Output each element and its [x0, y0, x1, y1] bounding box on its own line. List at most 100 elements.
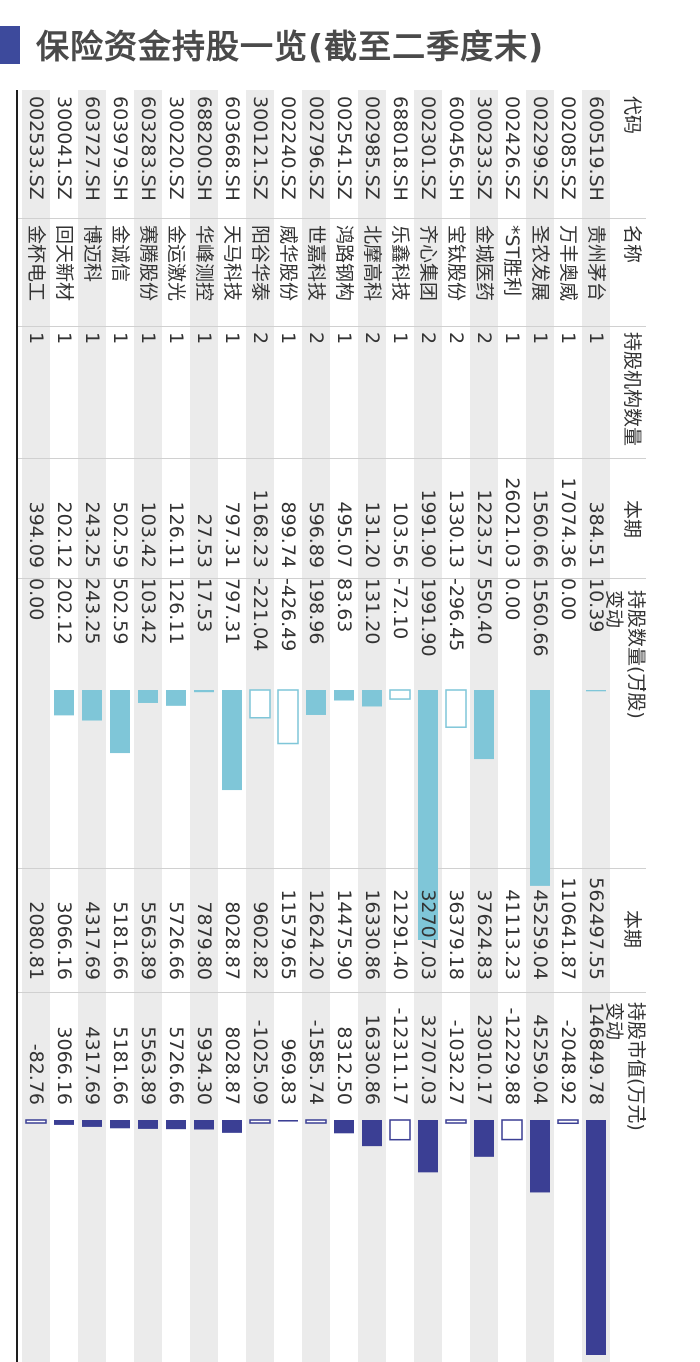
shares-change-bar [362, 690, 382, 707]
value-change: 5934.30 [193, 1026, 215, 1105]
institution-count: 2 [305, 332, 327, 345]
shares-change: 198.96 [305, 578, 327, 645]
shares-current: 126.11 [165, 501, 187, 568]
institution-count: 2 [417, 332, 439, 345]
stock-name: 金城医药 [473, 225, 495, 302]
stock-code: 688200.SH [193, 96, 215, 201]
value-change-bar [334, 1120, 354, 1134]
stock-name: 鸿路钢构 [333, 225, 355, 302]
value-change-bar [54, 1120, 74, 1125]
stock-name: 博迈科 [81, 225, 103, 283]
shares-current: 202.12 [53, 501, 75, 568]
stock-code: 300233.SZ [473, 96, 495, 200]
value-change: -1585.74 [305, 1019, 327, 1105]
shares-current: 103.56 [389, 501, 411, 568]
value-change-bar [194, 1120, 214, 1130]
title-accent-bar [0, 26, 20, 64]
shares-current: 1560.66 [529, 489, 551, 568]
institution-count: 1 [165, 332, 187, 345]
value-change: 5563.89 [137, 1026, 159, 1105]
value-current: 11579.65 [277, 889, 299, 980]
stock-name: 华峰测控 [193, 225, 215, 302]
stock-code: 603283.SH [137, 96, 159, 201]
shares-current: 17074.36 [557, 477, 579, 568]
stock-code: 300121.SZ [249, 96, 271, 200]
shares-change-bar [389, 689, 411, 700]
shares-change-bar [82, 690, 102, 721]
shares-change: -296.45 [445, 578, 467, 652]
shares-current: 394.09 [25, 501, 47, 568]
stock-code: 002299.SZ [529, 96, 551, 200]
value-change: -2048.92 [557, 1019, 579, 1105]
value-current: 9602.82 [249, 901, 271, 980]
stock-code: 603727.SH [81, 96, 103, 201]
shares-current: 243.25 [81, 501, 103, 568]
stock-name: 赛腾股份 [137, 225, 159, 302]
institution-count: 1 [333, 332, 355, 345]
shares-change: 103.42 [137, 578, 159, 645]
shares-current: 131.20 [361, 501, 383, 568]
shares-current: 502.59 [109, 501, 131, 568]
shares-change-bar [54, 690, 74, 716]
value-current: 2080.81 [25, 901, 47, 980]
value-change-bar [249, 1119, 271, 1124]
stock-code: 603979.SH [109, 96, 131, 201]
stock-code: 600456.SH [445, 96, 467, 201]
shares-change-bar [586, 690, 606, 692]
value-current: 5181.66 [109, 901, 131, 980]
institution-count: 2 [473, 332, 495, 345]
shares-current: 27.53 [193, 513, 215, 568]
stock-code: 002426.SZ [501, 96, 523, 200]
value-change-bar [445, 1119, 467, 1124]
value-change: 4317.69 [81, 1026, 103, 1105]
stock-name: 金运激光 [165, 225, 187, 302]
stock-name: 金诚信 [109, 225, 131, 283]
shares-change: 1991.90 [417, 578, 439, 657]
institution-count: 1 [53, 332, 75, 345]
value-change: 146849.78 [585, 1002, 607, 1105]
rotated-table: 代码 名称 持股机构数量 本期 持股数量(万股) 变动 本期 持股市值(万元) … [16, 90, 647, 1362]
shares-change: -72.10 [389, 578, 411, 640]
holdings-table: 代码 名称 持股机构数量 本期 持股数量(万股) 变动 本期 持股市值(万元) … [18, 90, 647, 1362]
page-title: 保险资金持股一览(截至二季度末) [36, 27, 545, 66]
shares-change-bar [138, 690, 158, 703]
stock-name: 阳谷华泰 [249, 225, 271, 302]
value-change: -1032.27 [445, 1019, 467, 1105]
shares-change: -426.49 [277, 578, 299, 652]
value-change-bar [82, 1120, 102, 1127]
value-current: 16330.86 [361, 889, 383, 980]
institution-count: 1 [585, 332, 607, 345]
shares-change: 1560.66 [529, 578, 551, 657]
shares-change: -221.04 [249, 578, 271, 652]
value-change-bar [25, 1119, 47, 1124]
shares-change-bar [418, 690, 438, 940]
value-change: 3066.16 [53, 1026, 75, 1105]
shares-change-bar [166, 690, 186, 706]
shares-current: 26021.03 [501, 477, 523, 568]
value-change: 8312.50 [333, 1026, 355, 1105]
value-current: 562497.55 [585, 877, 607, 980]
shares-current: 1330.13 [445, 489, 467, 568]
stock-name: 圣农发展 [529, 225, 551, 302]
value-current: 5726.66 [165, 901, 187, 980]
shares-change-bar [530, 690, 550, 886]
value-change: 32707.03 [417, 1014, 439, 1105]
institution-count: 2 [249, 332, 271, 345]
stock-name: *ST胜利 [501, 225, 523, 297]
shares-change: 0.00 [25, 578, 47, 621]
institution-count: 1 [557, 332, 579, 345]
institution-count: 1 [137, 332, 159, 345]
shares-change: 202.12 [53, 578, 75, 645]
shares-change-bar [249, 689, 271, 719]
value-current: 12624.20 [305, 889, 327, 980]
stock-code: 300041.SZ [53, 96, 75, 200]
shares-change: 550.40 [473, 578, 495, 645]
value-change: 45259.04 [529, 1014, 551, 1105]
shares-current: 384.51 [585, 501, 607, 568]
stock-name: 贵州茅台 [585, 225, 607, 302]
value-change-bar [474, 1120, 494, 1157]
value-change-bar [138, 1120, 158, 1129]
value-change: 5726.66 [165, 1026, 187, 1105]
shares-change: 0.00 [557, 578, 579, 621]
shares-current: 596.89 [305, 501, 327, 568]
